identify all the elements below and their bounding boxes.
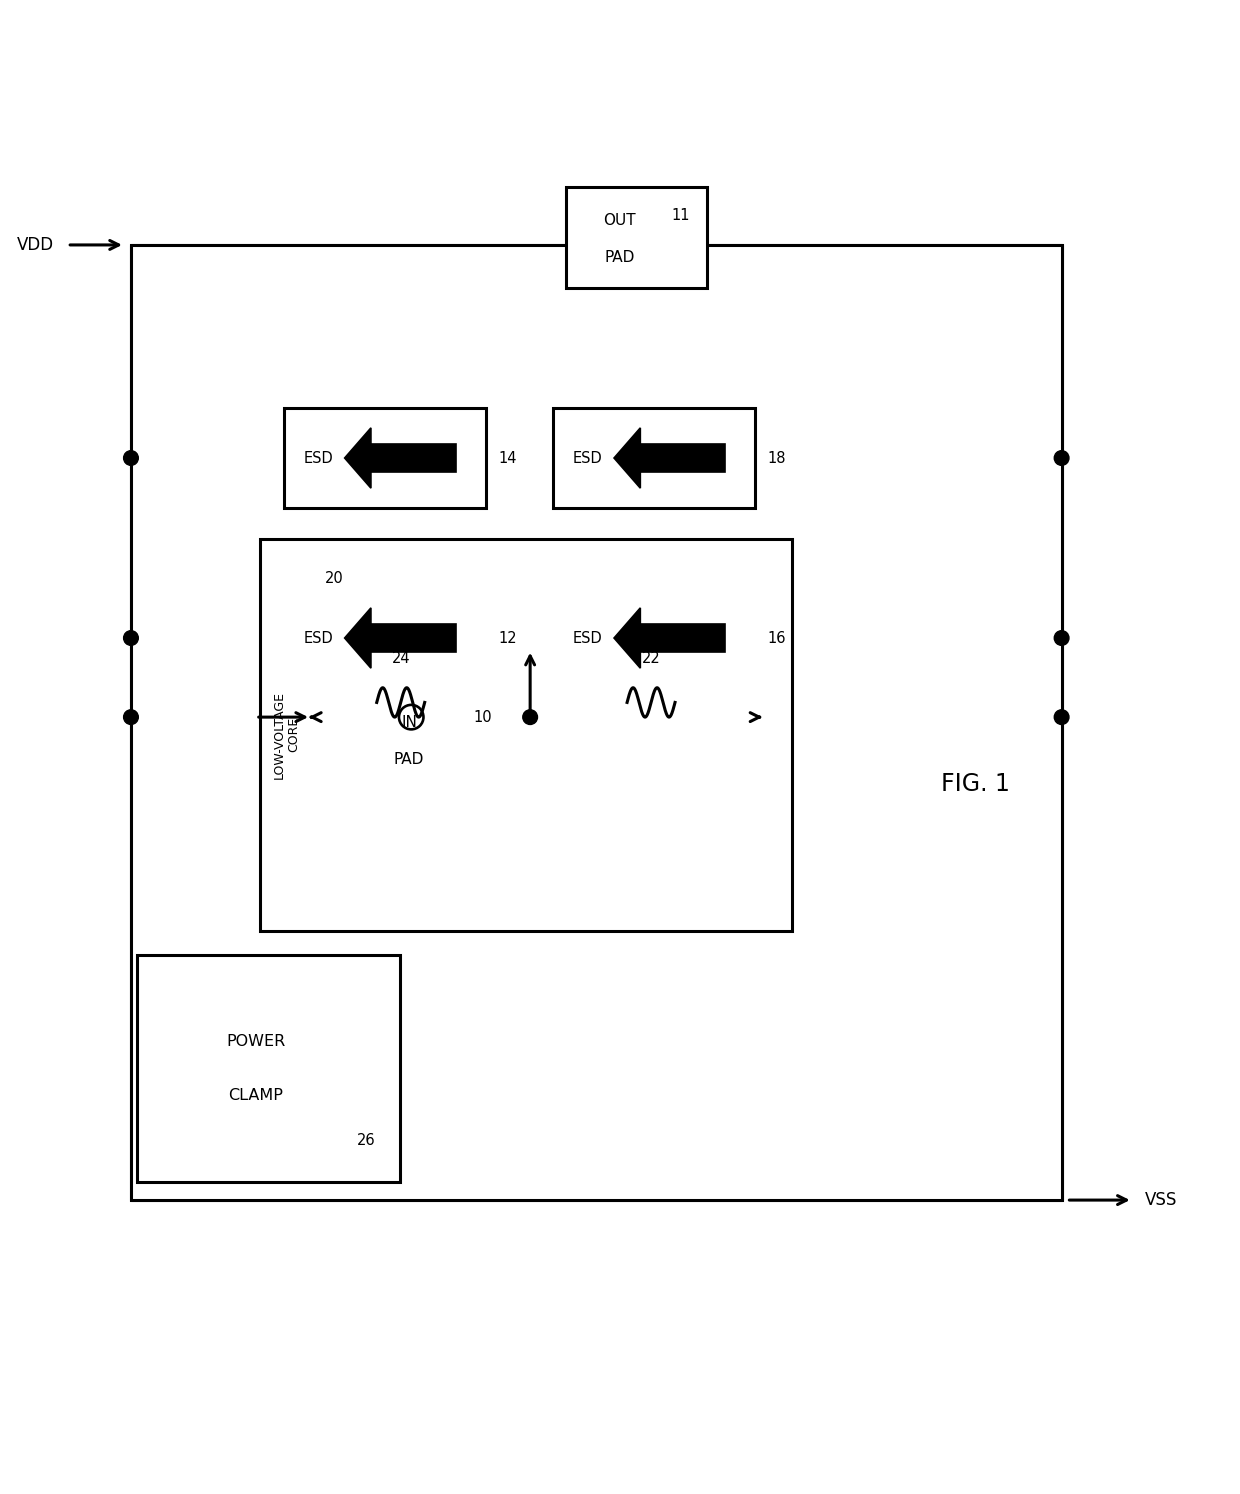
Bar bbox=[284, 587, 486, 689]
Circle shape bbox=[1054, 451, 1069, 465]
Bar bbox=[371, 444, 456, 472]
Polygon shape bbox=[345, 608, 371, 668]
Text: 20: 20 bbox=[325, 571, 343, 586]
Bar bbox=[553, 587, 755, 689]
Bar bbox=[259, 539, 792, 931]
Bar bbox=[553, 408, 755, 508]
Text: 12: 12 bbox=[498, 630, 517, 645]
Bar bbox=[371, 624, 456, 651]
Text: ESD: ESD bbox=[573, 630, 603, 645]
Circle shape bbox=[433, 630, 448, 645]
Circle shape bbox=[433, 630, 448, 645]
Text: ESD: ESD bbox=[304, 451, 334, 466]
Text: IN: IN bbox=[402, 716, 417, 731]
Text: LOW-VOLTAGE
CORE: LOW-VOLTAGE CORE bbox=[273, 690, 300, 778]
Bar bbox=[565, 187, 707, 288]
Text: VSS: VSS bbox=[1145, 1191, 1177, 1209]
Text: 18: 18 bbox=[768, 451, 786, 466]
Circle shape bbox=[124, 710, 139, 725]
Text: CLAMP: CLAMP bbox=[228, 1088, 283, 1103]
Polygon shape bbox=[614, 608, 640, 668]
Text: ESD: ESD bbox=[304, 630, 334, 645]
Text: 14: 14 bbox=[498, 451, 517, 466]
Text: 22: 22 bbox=[641, 651, 661, 666]
Polygon shape bbox=[345, 427, 371, 489]
Bar bbox=[138, 955, 401, 1182]
Text: FIG. 1: FIG. 1 bbox=[941, 772, 1011, 796]
Circle shape bbox=[523, 710, 537, 725]
Text: PAD: PAD bbox=[394, 753, 424, 768]
Bar bbox=[284, 408, 486, 508]
Text: PAD: PAD bbox=[604, 249, 635, 264]
Text: OUT: OUT bbox=[603, 214, 636, 229]
Text: 11: 11 bbox=[672, 208, 691, 223]
Circle shape bbox=[1054, 630, 1069, 645]
Bar bbox=[370, 689, 511, 790]
Polygon shape bbox=[614, 427, 640, 489]
Circle shape bbox=[629, 451, 644, 465]
Text: 10: 10 bbox=[474, 710, 492, 725]
Text: ESD: ESD bbox=[573, 451, 603, 466]
Bar bbox=[640, 444, 725, 472]
Text: 24: 24 bbox=[392, 651, 410, 666]
Text: 16: 16 bbox=[768, 630, 786, 645]
Circle shape bbox=[124, 451, 139, 465]
Circle shape bbox=[1054, 710, 1069, 725]
Bar bbox=[640, 624, 725, 651]
Text: POWER: POWER bbox=[226, 1034, 285, 1049]
Bar bbox=[131, 245, 1061, 1200]
Text: 26: 26 bbox=[357, 1134, 376, 1149]
Text: VDD: VDD bbox=[16, 236, 53, 254]
Circle shape bbox=[124, 630, 139, 645]
